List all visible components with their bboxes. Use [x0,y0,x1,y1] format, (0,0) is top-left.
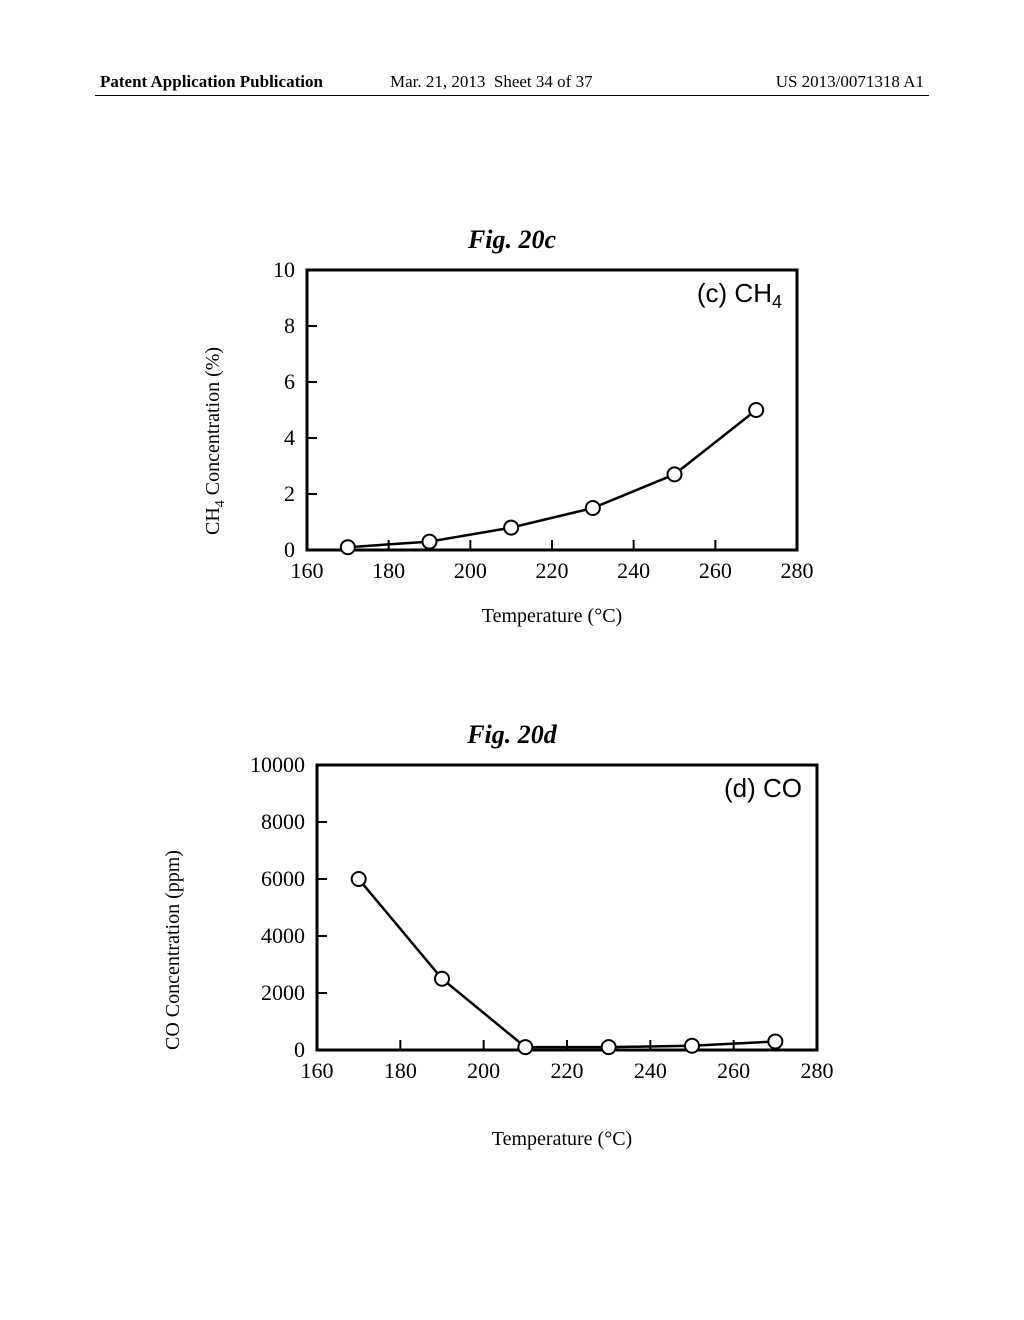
svg-text:10000: 10000 [250,752,305,777]
svg-text:0: 0 [294,1037,305,1062]
svg-text:280: 280 [801,1058,834,1083]
chart-c-xlabel: Temperature (°C) [272,605,832,628]
svg-text:160: 160 [291,558,324,583]
svg-text:(d) CO: (d) CO [724,773,802,803]
svg-text:10: 10 [273,257,295,282]
svg-text:280: 280 [781,558,814,583]
svg-text:240: 240 [634,1058,667,1083]
figure-20c-title: Fig. 20c [192,225,832,255]
chart-c-ylabel: CH4 Concentration (%) [202,347,229,535]
svg-text:260: 260 [699,558,732,583]
figure-20d: Fig. 20d CO Concentration (ppm) 16018020… [172,720,852,1151]
header-date-sheet: Mar. 21, 2013 Sheet 34 of 37 [390,72,593,92]
svg-text:200: 200 [467,1058,500,1083]
svg-text:160: 160 [301,1058,334,1083]
svg-text:260: 260 [717,1058,750,1083]
svg-text:6000: 6000 [261,866,305,891]
svg-text:200: 200 [454,558,487,583]
svg-text:4: 4 [284,425,295,450]
svg-text:0: 0 [284,537,295,562]
svg-text:180: 180 [372,558,405,583]
chart-d-xlabel: Temperature (°C) [272,1128,852,1151]
chart-d-ylabel: CO Concentration (ppm) [162,850,185,1050]
header-rule [95,95,929,96]
header-publication: Patent Application Publication [100,72,323,92]
svg-text:(c) CH4: (c) CH4 [697,278,782,312]
figure-20d-title: Fig. 20d [172,720,852,750]
figure-20c: Fig. 20c CH4 Concentration (%) 160 180 200… [192,225,832,628]
header-docnum: US 2013/0071318 A1 [776,72,924,92]
svg-text:2000: 2000 [261,980,305,1005]
svg-text:8000: 8000 [261,809,305,834]
svg-text:180: 180 [384,1058,417,1083]
svg-text:6: 6 [284,369,295,394]
chart-c-svg: 160 180 200 220 240 260 280 0 2 4 6 8 10 (c) CH4 [192,255,832,605]
svg-text:8: 8 [284,313,295,338]
svg-text:4000: 4000 [261,923,305,948]
svg-text:220: 220 [551,1058,584,1083]
svg-text:220: 220 [536,558,569,583]
svg-text:240: 240 [617,558,650,583]
chart-d-svg: 160 180 200 220 240 260 280 0 2000 4000 6000 8000 10… [172,750,852,1110]
svg-text:2: 2 [284,481,295,506]
